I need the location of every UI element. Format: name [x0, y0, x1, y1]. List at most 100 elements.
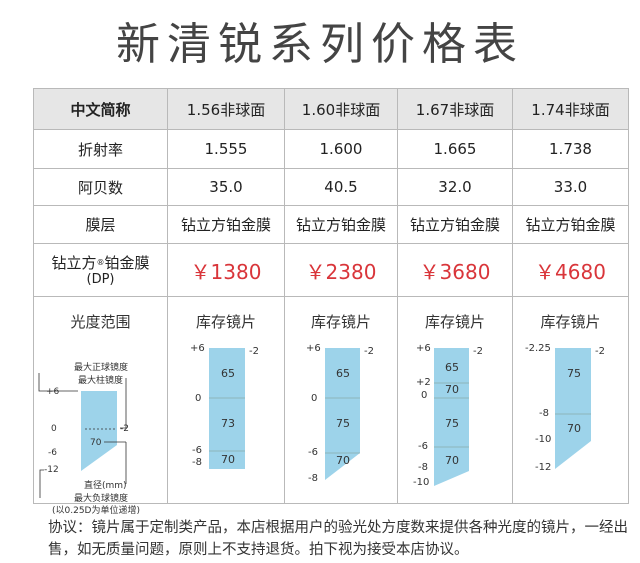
tick: 0 [195, 393, 202, 404]
cell: 钻立方铂金膜 [167, 205, 285, 244]
tick: -8 [308, 473, 318, 484]
range-chart-160: +6 0 -6 -8 -2 65 75 70 [285, 332, 397, 502]
tick: +6 [190, 343, 205, 354]
segment-diameter: 70 [445, 454, 459, 467]
tick: 0 [421, 390, 428, 401]
row-label: 阿贝数 [33, 168, 168, 206]
cell: 钻立方铂金膜 [397, 205, 513, 244]
registered-mark: ® [96, 257, 105, 267]
legend-max-cyl: 最大柱镜度 [78, 376, 124, 386]
segment-diameter: 70 [221, 453, 235, 466]
segment-diameter: 75 [567, 367, 581, 380]
range-chart-cell: 库存镜片 -2.25 -8 -10 -12 -2 75 70 [512, 296, 629, 504]
tick: 0 [311, 393, 318, 404]
tick: -6 [192, 445, 202, 456]
dp-label-main: 钻立方 [51, 253, 97, 272]
price-value: ￥2380 [305, 259, 377, 284]
cell: 33.0 [512, 168, 629, 206]
legend-max-positive: 最大正球镜度 [74, 363, 129, 373]
tick: +6 [306, 343, 321, 354]
tick: -8 [539, 408, 549, 419]
segment-diameter: 70 [445, 383, 459, 396]
stock-lens-title: 库存镜片 [424, 313, 485, 331]
tick: -10 [413, 477, 430, 488]
tick: -2.25 [525, 343, 551, 354]
tick: +2 [416, 377, 431, 388]
price-value: ￥3680 [419, 259, 491, 284]
price-value: ￥1380 [190, 259, 262, 284]
cyl-tick: -2 [249, 346, 259, 357]
range-chart-cell: 库存镜片 +6 0 -6 -8 -2 65 73 70 [167, 296, 285, 504]
tick: -8 [192, 457, 202, 468]
table-row: 阿贝数 35.0 40.5 32.0 33.0 [33, 168, 629, 206]
price-table: 中文简称 1.56非球面 1.60非球面 1.67非球面 1.74非球面 折射率… [33, 88, 629, 516]
legend-cyl: -2 [120, 424, 129, 434]
range-chart-cell: 库存镜片 +6 +2 0 -6 -8 -10 -2 65 70 75 70 [397, 296, 513, 504]
range-legend-cell: 光度范围 最大正球镜度 最大柱镜度 +6 0 -2 70 -6 -1 [33, 296, 168, 516]
table-header-row: 中文简称 1.56非球面 1.60非球面 1.67非球面 1.74非球面 [33, 88, 629, 130]
legend-step-note: (以0.25D为单位递增) [52, 506, 140, 516]
cell: 1.738 [512, 129, 629, 169]
dp-label-rest: 铂金膜 [104, 253, 150, 272]
cell: 1.665 [397, 129, 513, 169]
legend-max-negative: 最大负球镜度 [74, 494, 129, 504]
dp-label: 钻立方®铂金膜 [34, 254, 167, 272]
cell: 钻立方铂金膜 [284, 205, 398, 244]
price-value: ￥4680 [535, 259, 606, 284]
cell: 1.555 [167, 129, 285, 169]
tick: -12 [535, 462, 552, 473]
legend-diameter-value: 70 [90, 438, 102, 448]
segment-diameter: 75 [336, 417, 350, 430]
header-cell: 1.67非球面 [397, 88, 513, 130]
tick: -6 [308, 447, 318, 458]
cyl-tick: -2 [595, 346, 605, 357]
segment-diameter: 75 [445, 417, 459, 430]
table-row: 膜层 钻立方铂金膜 钻立方铂金膜 钻立方铂金膜 钻立方铂金膜 [33, 205, 629, 244]
row-label: 折射率 [33, 129, 168, 169]
segment-diameter: 73 [221, 417, 235, 430]
range-chart-167: +6 +2 0 -6 -8 -10 -2 65 70 75 70 [398, 332, 512, 502]
range-legend-diagram: 最大正球镜度 最大柱镜度 +6 0 -2 70 -6 -12 直径(mm) 最大… [34, 332, 167, 516]
legend-tick: +6 [46, 387, 60, 397]
tick: -8 [418, 462, 428, 473]
segment-diameter: 65 [336, 367, 350, 380]
dp-sub-label: (DP) [86, 271, 115, 287]
range-chart-cell: 库存镜片 +6 0 -6 -8 -2 65 75 70 [284, 296, 398, 504]
cell: 钻立方铂金膜 [512, 205, 629, 244]
range-chart-174: -2.25 -8 -10 -12 -2 75 70 [513, 332, 628, 502]
cell: 40.5 [284, 168, 398, 206]
cell: 35.0 [167, 168, 285, 206]
segment-diameter: 65 [445, 361, 459, 374]
cyl-tick: -2 [473, 346, 483, 357]
legend-shape [38, 373, 127, 498]
header-cell: 1.60非球面 [284, 88, 398, 130]
row-label: 膜层 [33, 205, 168, 244]
tick: +6 [416, 343, 431, 354]
page-title: 新清锐系列价格表 [116, 19, 524, 70]
row-label: 光度范围 [70, 313, 131, 331]
price-row: 钻立方®铂金膜 (DP) ￥1380 ￥2380 ￥3680 ￥4680 [33, 243, 629, 297]
cyl-tick: -2 [364, 346, 374, 357]
agreement-note: 协议：镜片属于定制类产品，本店根据用户的验光处方度数来提供各种光度的镜片，一经出… [48, 520, 628, 558]
row-label: 钻立方®铂金膜 (DP) [33, 243, 168, 297]
stock-lens-title: 库存镜片 [310, 313, 371, 331]
range-chart-156: +6 0 -6 -8 -2 65 73 70 [168, 332, 284, 502]
header-cell: 中文简称 [33, 88, 168, 130]
header-cell: 1.56非球面 [167, 88, 285, 130]
legend-tick: 0 [51, 424, 57, 434]
stock-lens-title: 库存镜片 [540, 313, 601, 331]
header-cell: 1.74非球面 [512, 88, 629, 130]
tick: -6 [418, 441, 428, 452]
table-row: 折射率 1.555 1.600 1.665 1.738 [33, 129, 629, 169]
segment-diameter: 70 [567, 422, 581, 435]
tick: -10 [535, 434, 552, 445]
stock-lens-title: 库存镜片 [195, 313, 256, 331]
segment-diameter: 65 [221, 367, 235, 380]
cell: 1.600 [284, 129, 398, 169]
legend-tick: -6 [48, 448, 57, 458]
legend-diameter: 直径(mm) [84, 481, 127, 491]
cell: 32.0 [397, 168, 513, 206]
range-row: 光度范围 最大正球镜度 最大柱镜度 +6 0 -2 70 -6 -1 [33, 296, 629, 516]
segment-diameter: 70 [336, 454, 350, 467]
legend-tick: -12 [44, 465, 59, 475]
